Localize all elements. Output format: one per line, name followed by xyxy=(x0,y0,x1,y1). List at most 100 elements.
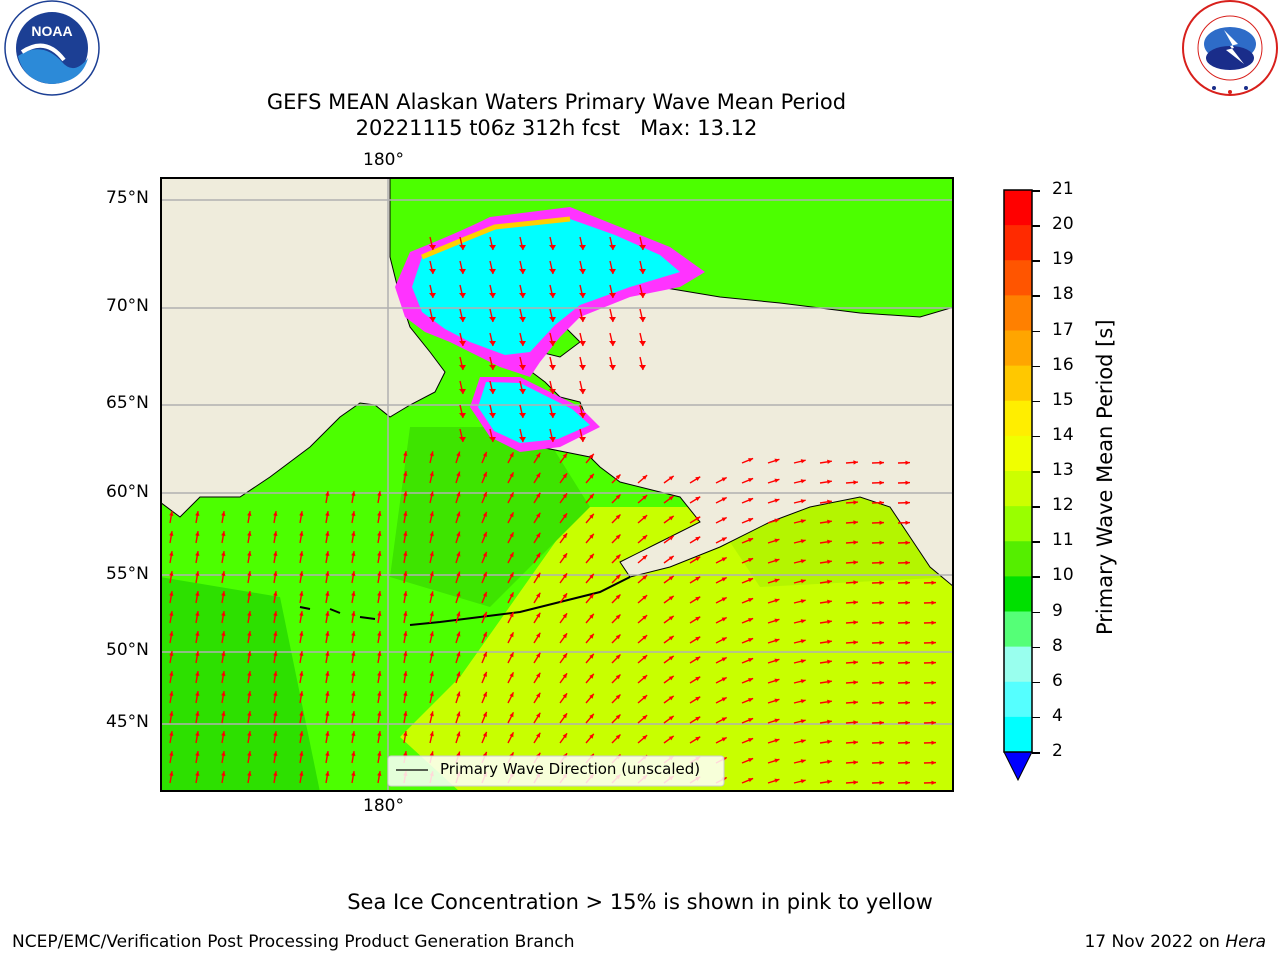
wave-arrow xyxy=(377,771,382,784)
wave-arrow xyxy=(845,620,859,625)
wave-arrow xyxy=(481,491,488,504)
wave-arrow xyxy=(715,656,728,664)
wave-arrow xyxy=(767,778,780,784)
wave-arrow xyxy=(585,673,595,684)
wave-arrow xyxy=(489,332,496,347)
lat-label-75: 75°N xyxy=(106,188,149,208)
colorbar-band xyxy=(1004,400,1032,437)
colorbar-tick-label: 4 xyxy=(1052,705,1063,726)
wave-arrow xyxy=(715,556,728,564)
wave-arrow xyxy=(741,717,754,724)
wave-arrow xyxy=(221,571,226,584)
wave-arrow xyxy=(637,514,648,524)
wave-arrow xyxy=(767,458,780,464)
wave-arrow xyxy=(247,771,252,784)
wave-arrow xyxy=(689,696,701,704)
wave-arrow xyxy=(247,651,252,664)
wave-arrow xyxy=(507,711,515,724)
wave-arrow xyxy=(429,284,436,299)
wave-arrow xyxy=(897,460,911,465)
wave-arrow xyxy=(195,771,200,784)
colorbar-tick-mark xyxy=(1032,752,1040,754)
wave-arrow xyxy=(299,671,304,684)
wave-arrow xyxy=(325,671,330,684)
wave-arrow xyxy=(741,697,754,704)
colorbar-band xyxy=(1004,716,1032,753)
wave-arrow xyxy=(429,236,436,251)
wave-arrow xyxy=(221,551,226,564)
wave-arrow xyxy=(637,494,648,504)
wave-arrow xyxy=(845,560,859,565)
wave-arrow xyxy=(481,631,488,644)
wave-arrow xyxy=(585,553,595,564)
wave-arrow xyxy=(459,260,466,275)
wave-arrow xyxy=(455,531,461,544)
wave-arrow xyxy=(195,651,200,664)
wave-arrow xyxy=(793,659,806,664)
colorbar xyxy=(1000,186,1040,786)
wave-arrow xyxy=(741,477,754,484)
wave-arrow xyxy=(533,472,541,484)
wave-arrow xyxy=(455,731,461,744)
wave-arrow xyxy=(169,731,174,744)
wave-arrow xyxy=(221,771,226,784)
wave-arrow xyxy=(507,531,515,544)
wave-arrow xyxy=(715,736,728,744)
colorbar-tick-mark xyxy=(1032,400,1040,403)
wave-arrow xyxy=(689,596,701,604)
wave-arrow xyxy=(819,479,832,484)
wave-arrow xyxy=(741,537,754,544)
wave-arrow xyxy=(845,680,859,685)
wave-arrow xyxy=(507,731,515,744)
wave-arrow xyxy=(845,520,859,525)
wave-arrow xyxy=(793,499,806,504)
wave-arrow xyxy=(489,404,496,419)
wave-arrow xyxy=(767,478,780,484)
wave-arrow xyxy=(871,540,885,545)
wave-arrow xyxy=(559,592,568,604)
wave-arrow xyxy=(559,732,568,744)
wave-arrow xyxy=(845,480,859,485)
wave-arrow xyxy=(351,591,356,604)
wave-arrow xyxy=(559,472,568,484)
colorbar-tick-mark xyxy=(1032,225,1040,227)
wave-arrow xyxy=(871,680,885,685)
wave-arrow xyxy=(429,571,434,584)
wave-arrow xyxy=(689,676,701,684)
wave-arrow xyxy=(481,591,488,604)
wave-arrow xyxy=(481,571,488,584)
colorbar-band xyxy=(1004,225,1032,261)
wave-arrow xyxy=(741,597,754,604)
wave-arrow xyxy=(325,611,330,624)
wave-arrow xyxy=(767,578,780,584)
wave-arrow xyxy=(481,471,488,484)
wave-arrow xyxy=(845,780,859,785)
wave-arrow xyxy=(507,511,515,524)
wave-arrow xyxy=(377,631,382,644)
wave-arrow xyxy=(639,332,646,347)
wave-arrow xyxy=(579,236,586,251)
aleutian-islands xyxy=(409,576,631,626)
lat-label-50: 50°N xyxy=(106,640,149,660)
wave-arrow xyxy=(923,780,937,785)
wave-arrow xyxy=(377,671,382,684)
wave-arrow xyxy=(377,491,382,504)
wave-arrow xyxy=(793,699,806,704)
wave-arrow xyxy=(767,538,780,544)
wave-arrow xyxy=(403,531,408,544)
wave-arrow xyxy=(793,679,806,684)
wave-arrow xyxy=(585,593,595,604)
colorbar-band xyxy=(1004,260,1032,296)
wave-arrow xyxy=(299,651,304,664)
wave-arrow xyxy=(169,771,174,784)
wave-arrow xyxy=(549,236,556,251)
wave-arrow xyxy=(637,654,648,664)
wave-arrow xyxy=(221,691,226,704)
wave-arrow xyxy=(351,651,356,664)
wave-arrow xyxy=(923,580,937,585)
wave-arrow xyxy=(871,580,885,585)
wave-arrow xyxy=(637,554,648,564)
wave-arrow xyxy=(429,260,436,275)
wave-arrow xyxy=(637,534,648,544)
wave-arrow xyxy=(351,511,356,524)
